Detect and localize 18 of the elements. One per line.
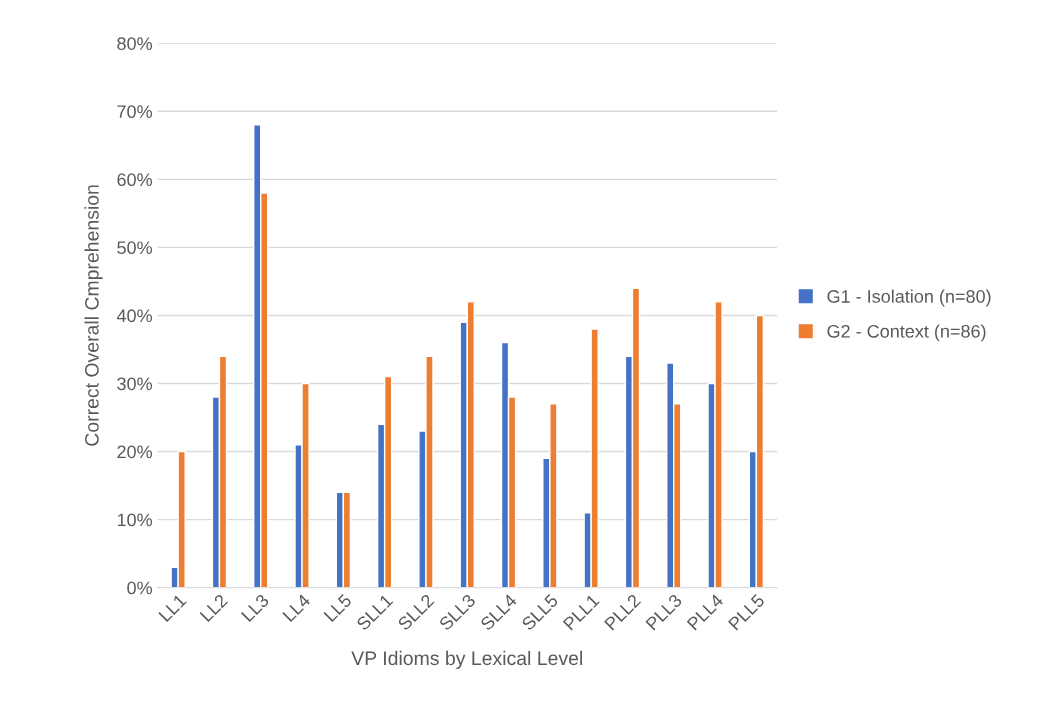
y-tick-label: 30% [117,377,152,391]
y-tick-label: 10% [117,513,152,527]
y-tick-label: 60% [117,173,152,187]
x-tick-label: LL4 [282,593,311,622]
y-tick-label: 40% [116,309,152,323]
legend-label: G2 - Context (n=86) [827,324,986,342]
y-tick-label: 0% [127,581,152,595]
y-tick-label: 70% [117,105,152,119]
x-tick-label: LL5 [323,593,353,623]
x-tick-label: LL3 [240,593,270,623]
y-axis-title: Correct Overall Cmprehension [84,185,103,446]
legend-label: G1 - Isolation (n=80) [827,289,991,307]
y-tick-label: 50% [117,241,152,255]
x-tick-label: LL1 [158,593,187,622]
y-tick-label: 80% [117,37,152,50]
x-axis-title: VP Idioms by Lexical Level [351,650,582,669]
x-tick-label: LL2 [199,593,229,622]
y-tick-label: 20% [117,445,152,459]
